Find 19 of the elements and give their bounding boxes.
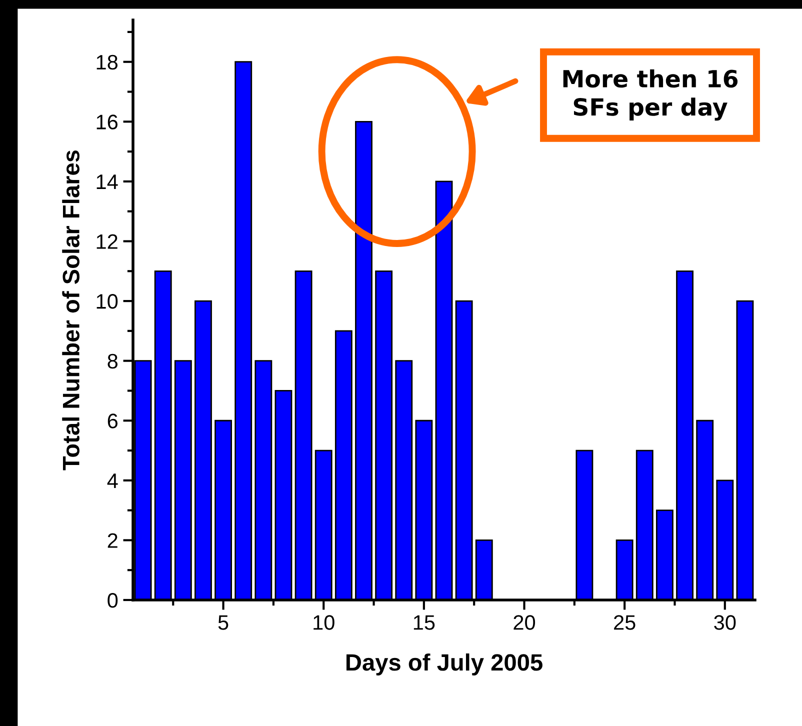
x-tick-label: 20 [514,615,536,630]
x-tick-label: 25 [614,615,636,630]
y-tick-label: 8 [108,354,118,369]
annotation: More then 16 SFs per day [563,69,738,121]
x-tick-label: 5 [218,615,228,630]
y-tick-label: 4 [107,474,118,488]
x-tick-label: 15 [414,615,435,630]
y-tick-label: 16 [96,114,118,130]
x-axis-title: Days of July 2005 [346,653,542,676]
y-tick-label: 10 [96,294,118,309]
y-tick-label: 2 [108,533,118,548]
y-tick-label: 18 [96,54,118,70]
y-axis-title: Total Number of Solar Flares [62,150,80,470]
x-tick-label: 10 [314,615,334,630]
x-tick-label: 30 [714,615,736,630]
y-tick-label: 0 [108,593,118,608]
y-tick-label: 6 [108,414,118,428]
y-tick-label: 14 [96,174,118,189]
y-tick-label: 12 [96,234,118,249]
